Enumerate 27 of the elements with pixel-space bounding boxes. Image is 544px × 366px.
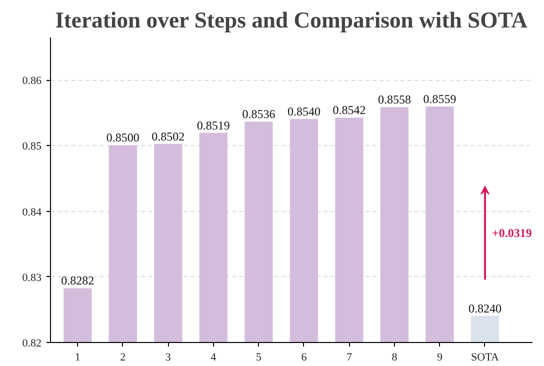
x-tick-label: 1	[74, 352, 80, 364]
data-label: 0.8559	[423, 92, 456, 106]
x-tick-label: SOTA	[471, 352, 499, 364]
data-label: 0.8558	[378, 92, 411, 107]
chart-title: Iteration over Steps and Comparison with SOTA	[55, 8, 528, 32]
y-tick-label: 0.83	[22, 272, 42, 284]
data-label: 0.8519	[196, 118, 230, 132]
data-label: 0.8542	[332, 103, 366, 118]
y-tick-label: 0.86	[22, 75, 42, 88]
x-tick-label: 6	[301, 352, 308, 364]
annotation: +0.0319	[492, 226, 532, 240]
x-tick-label: 5	[256, 352, 262, 364]
data-label: 0.8240	[468, 301, 502, 316]
data-label: 0.8500	[106, 130, 140, 145]
x-tick-label: 2	[120, 352, 126, 364]
x-tick-label: 7	[346, 352, 352, 364]
x-tick-label: 4	[210, 352, 217, 364]
data-label: 0.8282	[61, 274, 94, 288]
data-label: 0.8502	[152, 129, 185, 144]
x-tick-label: 9	[436, 352, 443, 364]
y-tick-label: 0.82	[22, 338, 42, 350]
y-tick-label: 0.84	[22, 206, 42, 218]
data-label: 0.8536	[242, 107, 276, 122]
x-tick-label: 8	[392, 352, 398, 364]
data-label: 0.8540	[287, 104, 320, 118]
y-tick-label: 0.85	[22, 140, 42, 153]
x-tick-label: 3	[165, 352, 172, 364]
